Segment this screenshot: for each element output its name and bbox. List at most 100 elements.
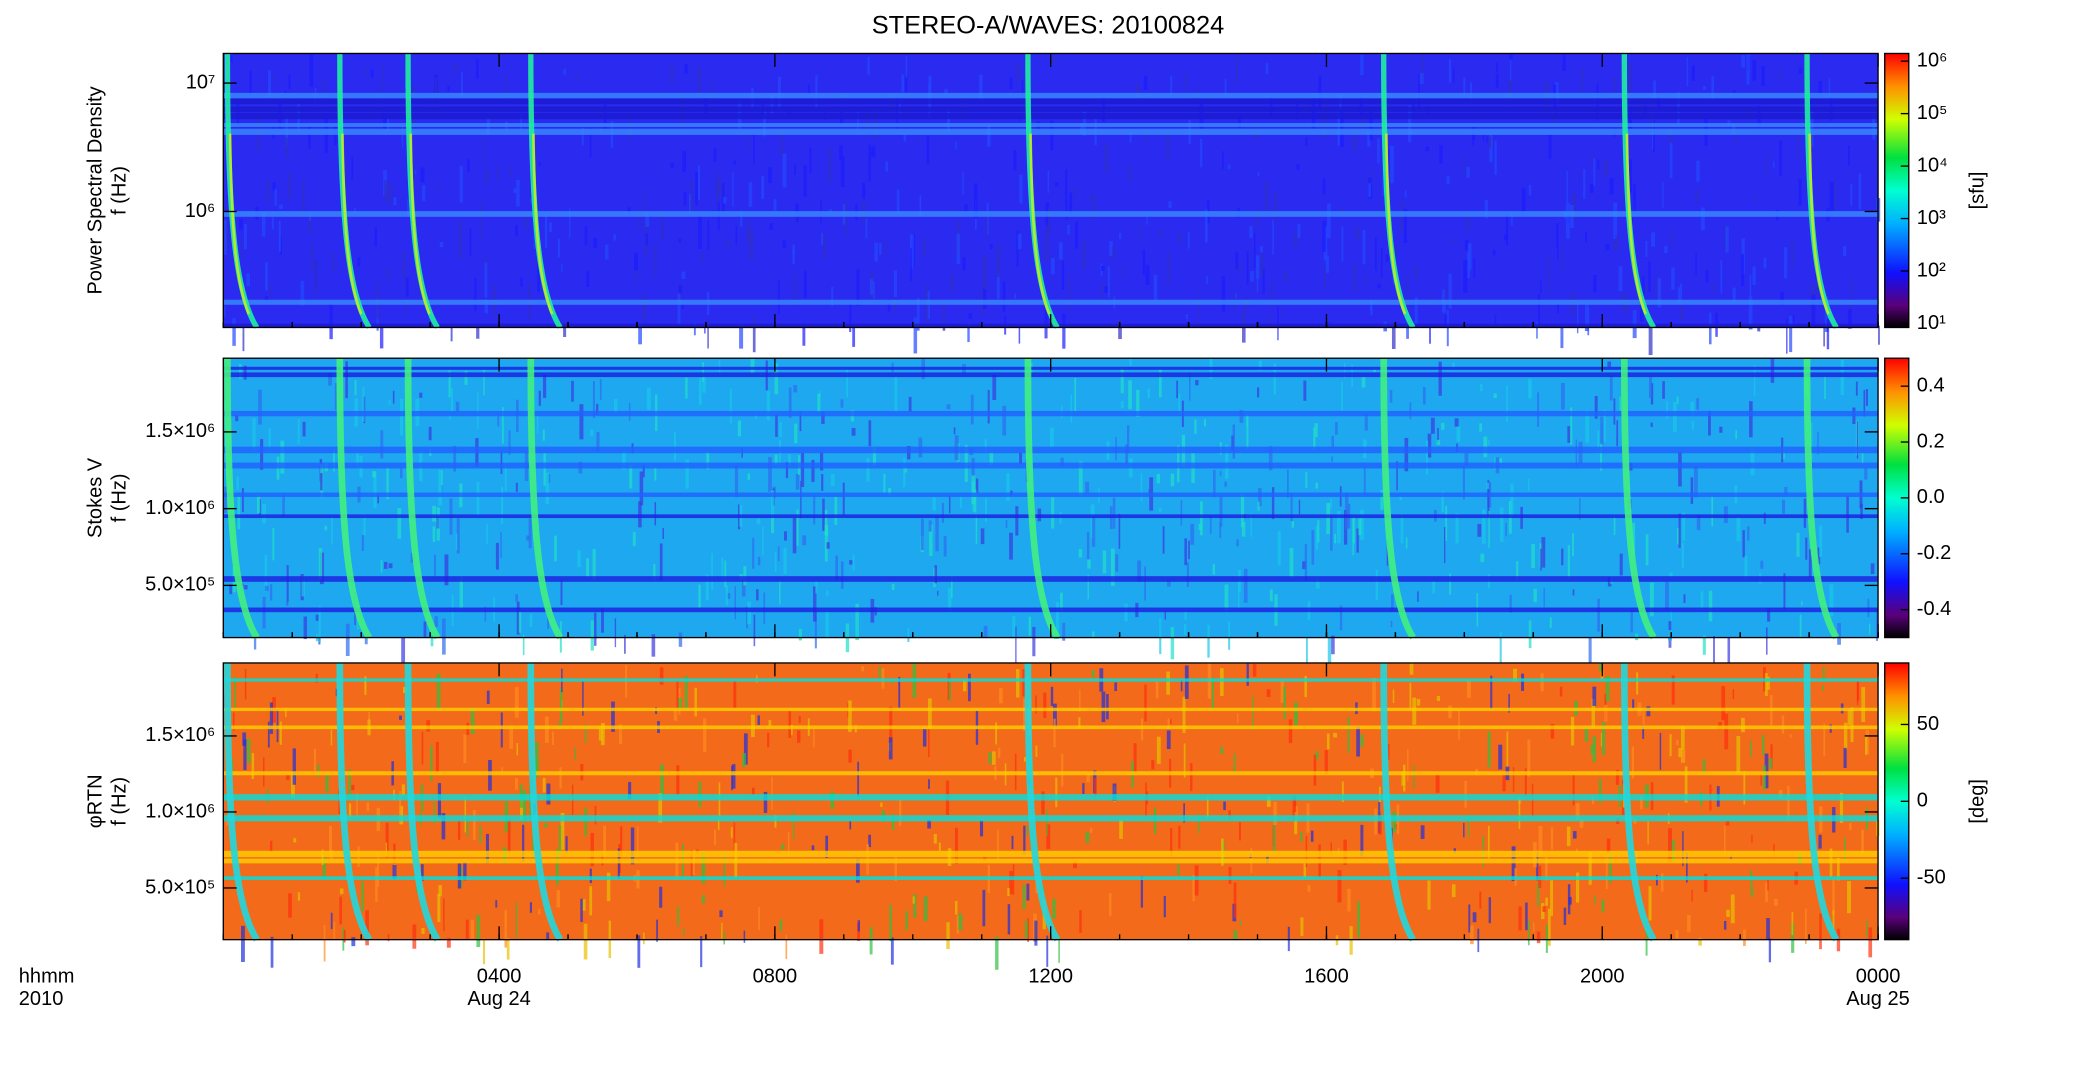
spectrogram-texture — [278, 220, 281, 252]
spectrogram-texture — [1304, 544, 1308, 582]
spectrogram-texture — [1089, 195, 1092, 201]
spectrogram-texture — [1047, 170, 1050, 193]
spectrogram-texture — [1014, 293, 1017, 299]
spectrogram-texture — [1324, 750, 1328, 775]
spectrogram-texture — [1786, 319, 1788, 354]
spectrogram-texture — [504, 910, 508, 948]
spectrogram-texture — [1194, 865, 1199, 896]
spectrogram-texture — [1167, 252, 1171, 284]
spectrogram-texture — [1360, 824, 1364, 857]
chart-title: STEREO-A/WAVES: 20100824 — [872, 11, 1225, 39]
spectrogram-texture — [661, 213, 664, 240]
colorbar-tick-label: 0.0 — [1917, 486, 1945, 508]
spectrogram-texture — [1594, 395, 1598, 419]
spectrogram-texture — [377, 494, 380, 504]
spectrogram-texture — [779, 919, 783, 931]
spectrogram-texture — [477, 392, 479, 430]
spectrogram-texture — [698, 216, 702, 250]
spectrogram-texture — [1227, 164, 1231, 169]
spectrogram-texture — [1361, 377, 1366, 388]
spectrogram-texture — [264, 585, 269, 591]
spectrogram-texture — [1385, 254, 1389, 262]
spectrogram-texture — [711, 77, 713, 103]
spectrogram-texture — [1065, 168, 1068, 204]
spectrogram-texture — [1864, 736, 1868, 755]
spectrogram-texture — [1331, 635, 1335, 655]
spectrogram-texture — [643, 189, 645, 219]
spectrogram-texture — [1509, 54, 1513, 60]
spectrogram-texture — [243, 223, 247, 250]
spectrogram-texture — [379, 325, 384, 349]
spectrogram-texture — [1323, 266, 1326, 290]
spectrogram-texture — [446, 937, 451, 948]
spectrogram-texture — [901, 74, 905, 93]
spectrogram-texture — [1766, 676, 1770, 690]
spectrogram-texture — [756, 518, 761, 525]
spectrogram-texture — [866, 458, 870, 482]
spectrogram-texture — [729, 388, 732, 424]
spectrogram-texture — [792, 249, 796, 255]
radio-burst-core — [228, 133, 251, 315]
spectrogram-texture — [630, 827, 635, 865]
spectrogram-texture — [288, 893, 292, 918]
spectrogram-background — [223, 358, 1879, 638]
spectrogram-texture — [1355, 227, 1360, 240]
spectrogram-texture — [962, 257, 966, 271]
spectrogram-texture — [1472, 138, 1475, 146]
spectrogram-texture — [794, 164, 796, 175]
spectrogram-texture — [1192, 875, 1195, 902]
spectrogram-texture — [1779, 291, 1784, 306]
spectrogram-texture — [1473, 257, 1476, 279]
spectrogram-texture — [1087, 559, 1091, 569]
spectrogram-texture — [1235, 293, 1237, 299]
spectrogram-texture — [803, 165, 807, 197]
spectrogram-texture — [1300, 831, 1303, 842]
spectrogram-texture — [857, 923, 860, 942]
spectrogram-texture — [634, 270, 637, 282]
spectrogram-texture — [995, 722, 998, 745]
spectrogram-texture — [1120, 368, 1124, 394]
spectrogram-texture — [711, 553, 713, 591]
spectrogram-texture — [1696, 398, 1700, 410]
spectrogram-texture — [1405, 537, 1408, 549]
spectrogram-texture — [1228, 621, 1231, 650]
spectrogram-texture — [1509, 60, 1512, 81]
spectrogram-texture — [1050, 258, 1055, 275]
spectrogram-texture — [399, 467, 403, 479]
spectrogram-band — [223, 98, 1879, 105]
spectrogram-texture — [437, 238, 440, 244]
spectrogram-texture — [1725, 226, 1729, 253]
spectrogram-texture — [872, 446, 877, 466]
spectrogram-texture — [1829, 584, 1834, 617]
spectrogram-texture — [740, 210, 743, 227]
spectrogram-texture — [1048, 206, 1051, 233]
spectrogram-texture — [1356, 726, 1360, 757]
spectrogram-texture — [1545, 897, 1548, 906]
spectrogram-texture — [513, 188, 517, 193]
spectrogram-texture — [1311, 530, 1315, 565]
spectrogram-texture — [768, 457, 772, 492]
spectrogram-texture — [323, 924, 326, 962]
spectrogram-texture — [702, 362, 705, 382]
spectrogram-texture — [659, 667, 664, 685]
spectrogram-texture — [1444, 286, 1447, 303]
spectrogram-texture — [1429, 323, 1431, 344]
spectrogram-texture — [1137, 560, 1142, 582]
spectrogram-texture — [1445, 505, 1448, 542]
spectrogram-texture — [1156, 473, 1161, 484]
spectrogram-texture — [987, 390, 990, 424]
spectrogram-texture — [801, 452, 805, 488]
spectrogram-texture — [1741, 717, 1745, 733]
spectrogram-texture — [1078, 549, 1083, 558]
spectrogram-texture — [1060, 457, 1064, 466]
spectrogram-texture — [1467, 243, 1472, 270]
spectrogram-texture — [1337, 870, 1342, 903]
spectrogram-texture — [448, 414, 451, 420]
spectrogram-texture — [975, 478, 979, 493]
spectrogram-texture — [1246, 414, 1249, 450]
spectrogram-texture — [1591, 151, 1594, 163]
spectrogram-texture — [1492, 249, 1496, 256]
spectrogram-texture — [1339, 109, 1344, 147]
spectrogram-texture — [1009, 870, 1013, 895]
spectrogram-texture — [252, 418, 256, 453]
